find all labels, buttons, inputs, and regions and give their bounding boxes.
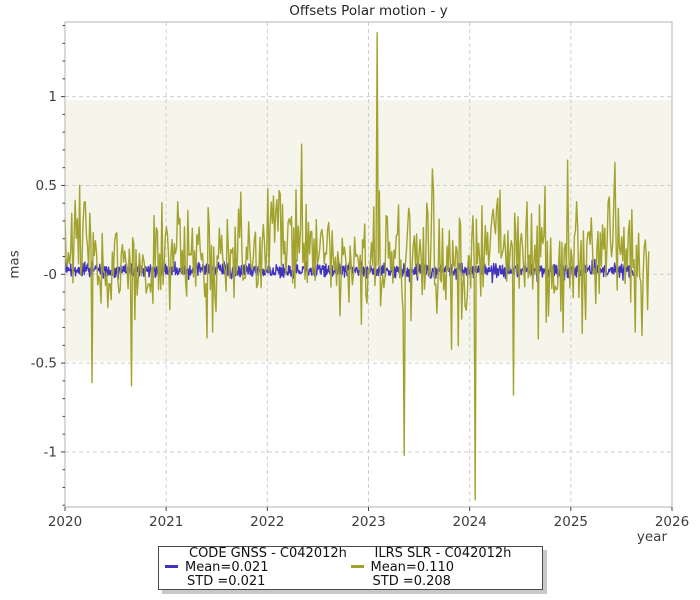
legend-box: CODE GNSS - C042012h Mean=0.021 STD =0.0… bbox=[158, 546, 543, 590]
series-line-ilrs-slr bbox=[64, 31, 650, 501]
x-tick-label: 2020 bbox=[48, 514, 82, 530]
x-tick-label: 2021 bbox=[149, 514, 183, 530]
legend-mean-row: Mean=0.021 bbox=[165, 561, 351, 575]
legend-entry-ilrs-slr: ILRS SLR - C042012h Mean=0.110 STD =0.20… bbox=[350, 546, 537, 589]
chart-title: Offsets Polar motion - y bbox=[289, 3, 448, 19]
plot-area: 1 0.5 -0 -0.5 -1 2020 2021 2022 2023 2024 2025 2026 bbox=[31, 21, 689, 530]
y-tick-label: -0 bbox=[44, 267, 57, 283]
legend-mean-value: Mean=0.110 bbox=[370, 560, 455, 575]
legend-series-name: ILRS SLR - C042012h bbox=[374, 546, 512, 561]
legend-mean-row: Mean=0.110 bbox=[350, 560, 537, 575]
legend-std-value: STD =0.208 bbox=[372, 574, 451, 589]
legend-marker-ilrs-slr-icon bbox=[350, 565, 364, 568]
y-tick-label: -0.5 bbox=[31, 356, 57, 372]
x-tick-label: 2026 bbox=[655, 514, 689, 530]
x-tick-label: 2025 bbox=[554, 514, 588, 530]
y-tick-label: -1 bbox=[44, 444, 57, 460]
x-tick-label: 2022 bbox=[250, 514, 284, 530]
y-tick-label: 0.5 bbox=[36, 178, 57, 194]
legend-entry-code-gnss: CODE GNSS - C042012h Mean=0.021 STD =0.0… bbox=[165, 547, 351, 589]
y-tick-label: 1 bbox=[48, 89, 57, 105]
x-axis-label: year bbox=[636, 529, 667, 545]
x-tick-label: 2023 bbox=[351, 514, 385, 530]
legend-mean-value: Mean=0.021 bbox=[185, 560, 269, 575]
x-tick-label: 2024 bbox=[452, 514, 486, 530]
legend-std-value: STD =0.021 bbox=[187, 574, 266, 589]
legend-series-name: CODE GNSS - C042012h bbox=[189, 546, 347, 561]
legend-marker-code-gnss-icon bbox=[165, 565, 178, 568]
